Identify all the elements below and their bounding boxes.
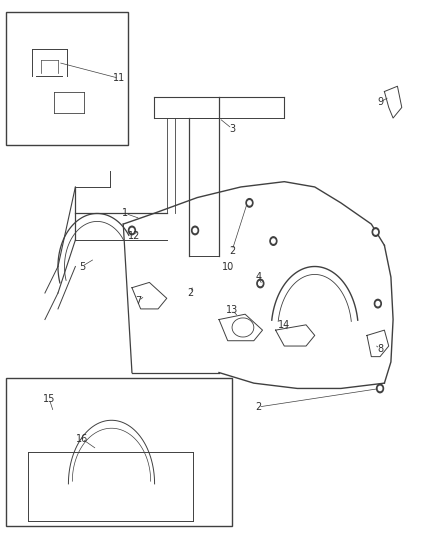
- Circle shape: [130, 228, 134, 232]
- Text: 7: 7: [135, 296, 141, 306]
- Circle shape: [246, 199, 253, 207]
- Text: 11: 11: [113, 73, 125, 83]
- Bar: [6, 12, 127, 144]
- Text: 2: 2: [229, 246, 235, 256]
- Text: 4: 4: [255, 272, 261, 282]
- Text: 13: 13: [226, 305, 238, 315]
- Text: 3: 3: [229, 124, 235, 134]
- Text: 16: 16: [76, 434, 88, 444]
- Circle shape: [248, 201, 251, 205]
- Circle shape: [372, 228, 379, 236]
- Text: 1: 1: [122, 208, 128, 219]
- Text: 5: 5: [79, 262, 85, 271]
- Text: 2: 2: [255, 402, 261, 412]
- Circle shape: [377, 384, 384, 393]
- Circle shape: [193, 228, 197, 232]
- Circle shape: [374, 300, 381, 308]
- Text: 15: 15: [43, 394, 56, 404]
- Circle shape: [376, 302, 380, 306]
- Circle shape: [257, 279, 264, 288]
- Circle shape: [128, 226, 135, 235]
- Text: 10: 10: [222, 262, 234, 271]
- Circle shape: [270, 237, 277, 245]
- Circle shape: [258, 281, 262, 286]
- Text: 9: 9: [377, 97, 383, 107]
- Text: 8: 8: [377, 344, 383, 354]
- Text: 14: 14: [278, 320, 290, 330]
- Circle shape: [272, 239, 275, 243]
- Circle shape: [378, 386, 382, 391]
- Circle shape: [374, 230, 378, 234]
- Text: 2: 2: [187, 288, 194, 298]
- Bar: [6, 378, 232, 526]
- Circle shape: [191, 226, 198, 235]
- Text: 12: 12: [128, 231, 140, 241]
